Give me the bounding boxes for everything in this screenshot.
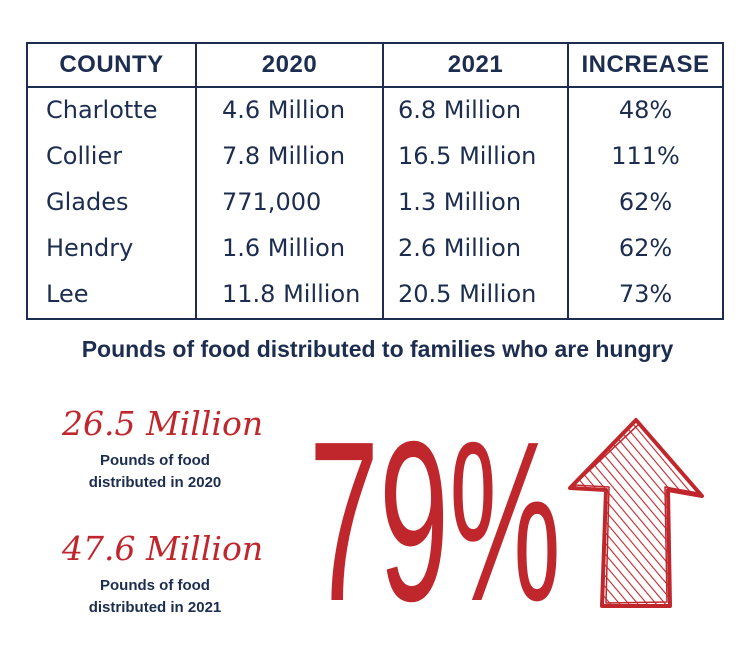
increase-value: 62%	[618, 234, 673, 262]
value-2020: 771,000	[222, 188, 322, 216]
table-row: Collier 7.8 Million 16.5 Million 111%	[28, 133, 722, 179]
county-table: COUNTY 2020 2021 INCREASE Charlotte 4.6 …	[26, 42, 724, 320]
value-2021: 2.6 Million	[398, 234, 522, 262]
stat-2021-label-line1: Pounds of food	[100, 577, 210, 594]
increase-value: 48%	[618, 96, 673, 124]
value-2021: 16.5 Million	[398, 142, 537, 170]
stat-2020-label: Pounds of food distributed in 2020	[60, 450, 250, 494]
column-divider	[382, 44, 384, 318]
value-2020: 4.6 Million	[222, 96, 346, 124]
table-caption: Pounds of food distributed to families w…	[81, 336, 674, 362]
value-2021: 6.8 Million	[398, 96, 522, 124]
table-row: Hendry 1.6 Million 2.6 Million 62%	[28, 225, 722, 271]
county-name: Glades	[46, 188, 129, 216]
increase-value: 111%	[611, 142, 680, 170]
value-2021: 20.5 Million	[398, 280, 537, 308]
value-2021: 1.3 Million	[398, 188, 522, 216]
county-name: Hendry	[46, 234, 134, 262]
stat-2021-label: Pounds of food distributed in 2021	[60, 575, 250, 619]
header-increase: INCREASE	[581, 51, 710, 78]
table-row: Lee 11.8 Million 20.5 Million 73%	[28, 271, 722, 317]
county-name: Lee	[46, 280, 89, 308]
county-name: Charlotte	[46, 96, 158, 124]
increase-value: 73%	[618, 280, 673, 308]
stat-2021-label-line2: distributed in 2021	[88, 599, 222, 616]
table-row: Charlotte 4.6 Million 6.8 Million 48%	[28, 87, 722, 133]
stat-2021-value: 47.6 Million	[62, 529, 264, 568]
increase-value: 62%	[618, 188, 673, 216]
column-divider	[567, 44, 569, 318]
table-header: COUNTY 2020 2021 INCREASE	[28, 44, 722, 88]
header-county: COUNTY	[59, 51, 164, 78]
stat-2020-label-line1: Pounds of food	[100, 452, 210, 469]
table-row: Glades 771,000 1.3 Million 62%	[28, 179, 722, 225]
value-2020: 7.8 Million	[222, 142, 346, 170]
column-divider	[195, 44, 197, 318]
big-percent: 79%	[309, 404, 561, 614]
county-name: Collier	[46, 142, 123, 170]
up-arrow-icon	[568, 418, 704, 608]
header-2021: 2021	[447, 51, 504, 78]
big-percent-text: 79%	[309, 404, 561, 614]
stat-2020-label-line2: distributed in 2020	[88, 474, 222, 491]
value-2020: 11.8 Million	[222, 280, 361, 308]
stat-2020-value: 26.5 Million	[62, 404, 264, 443]
value-2020: 1.6 Million	[222, 234, 346, 262]
header-2020: 2020	[261, 51, 318, 78]
